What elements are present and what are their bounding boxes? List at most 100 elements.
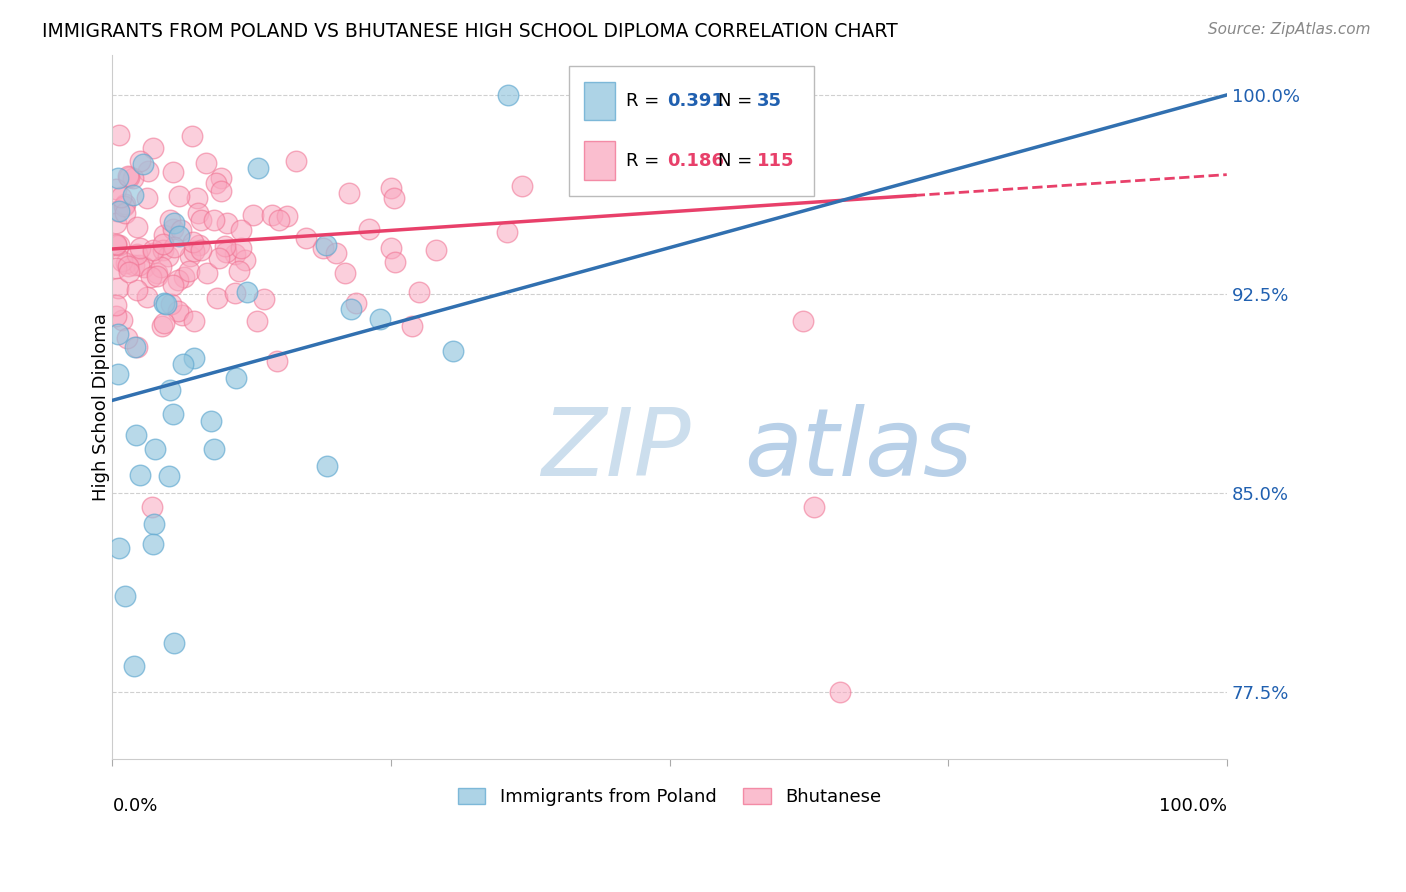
Text: 0.186: 0.186: [668, 152, 724, 169]
Point: [134, 260, 156, 274]
FancyBboxPatch shape: [583, 81, 614, 120]
Point: [179, 264, 201, 278]
Point: [125, 247, 148, 261]
Point: [190, 212, 212, 227]
Point: [152, 319, 174, 334]
Point: [253, 292, 276, 306]
Text: 35: 35: [756, 92, 782, 110]
Text: Source: ZipAtlas.com: Source: ZipAtlas.com: [1208, 22, 1371, 37]
Point: [190, 243, 212, 257]
Point: [276, 209, 298, 223]
Point: [143, 442, 166, 456]
Point: [104, 309, 127, 323]
Point: [114, 206, 136, 220]
Point: [380, 181, 402, 195]
Point: [333, 266, 356, 280]
Point: [127, 340, 149, 354]
Point: [408, 285, 430, 300]
Point: [121, 171, 143, 186]
Point: [284, 154, 307, 169]
Point: [169, 188, 191, 202]
Point: [162, 165, 184, 179]
Point: [224, 286, 246, 301]
Point: [183, 244, 205, 258]
Text: atlas: atlas: [744, 404, 973, 495]
Point: [312, 241, 335, 255]
Point: [143, 516, 166, 531]
Point: [107, 367, 129, 381]
Point: [162, 408, 184, 422]
Point: [112, 199, 135, 213]
Point: [510, 179, 533, 194]
Point: [127, 283, 149, 297]
Point: [495, 225, 517, 239]
Point: [260, 208, 283, 222]
Point: [141, 270, 163, 285]
Point: [118, 265, 141, 279]
Text: N =: N =: [717, 152, 758, 169]
Point: [187, 238, 209, 252]
Point: [229, 241, 252, 255]
Point: [163, 636, 186, 650]
Point: [141, 500, 163, 514]
Point: [315, 459, 337, 474]
Text: R =: R =: [626, 92, 665, 110]
Point: [187, 206, 209, 220]
Point: [104, 237, 127, 252]
Point: [105, 203, 128, 218]
Point: [441, 343, 464, 358]
Point: [215, 244, 238, 259]
Point: [124, 340, 146, 354]
Point: [167, 304, 190, 318]
Point: [111, 313, 134, 327]
Legend: Immigrants from Poland, Bhutanese: Immigrants from Poland, Bhutanese: [451, 780, 889, 814]
Text: N =: N =: [717, 92, 758, 110]
Point: [157, 469, 180, 483]
Point: [180, 129, 202, 144]
Point: [159, 383, 181, 397]
Point: [108, 238, 131, 252]
Point: [156, 249, 179, 263]
Point: [138, 164, 160, 178]
Point: [142, 141, 165, 155]
Point: [125, 428, 148, 442]
Point: [153, 228, 176, 243]
Point: [114, 197, 136, 211]
Point: [214, 239, 236, 253]
Point: [266, 354, 288, 368]
Point: [401, 319, 423, 334]
Point: [496, 87, 519, 102]
Point: [124, 258, 146, 272]
Point: [170, 223, 193, 237]
Point: [340, 302, 363, 317]
Point: [118, 170, 141, 185]
Point: [117, 169, 139, 184]
Point: [122, 658, 145, 673]
Point: [315, 238, 337, 252]
Point: [163, 216, 186, 230]
Point: [242, 208, 264, 222]
Point: [229, 223, 252, 237]
Point: [142, 243, 165, 257]
Point: [233, 252, 256, 267]
Point: [228, 264, 250, 278]
Point: [197, 266, 219, 280]
Point: [384, 254, 406, 268]
Point: [163, 240, 186, 254]
Point: [152, 236, 174, 251]
Point: [129, 242, 152, 256]
Point: [217, 216, 239, 230]
Point: [225, 371, 247, 385]
Text: 0.0%: 0.0%: [112, 797, 157, 815]
Text: 115: 115: [756, 152, 794, 169]
Y-axis label: High School Diploma: High School Diploma: [93, 313, 110, 501]
FancyBboxPatch shape: [569, 66, 814, 196]
Point: [117, 260, 139, 274]
Text: ZIP: ZIP: [541, 404, 692, 495]
Point: [337, 186, 360, 201]
Point: [155, 297, 177, 311]
Point: [104, 260, 127, 275]
Point: [122, 188, 145, 202]
Point: [127, 219, 149, 234]
Point: [108, 541, 131, 556]
